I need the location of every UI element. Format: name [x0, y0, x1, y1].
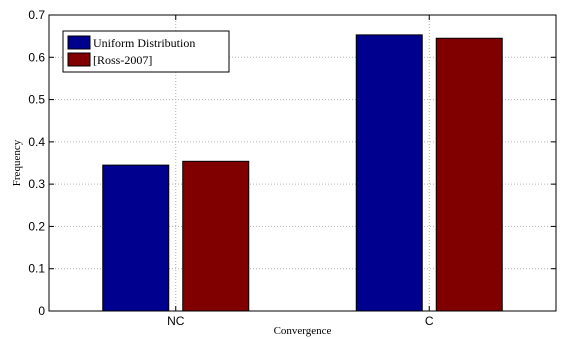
x-tick-label: NC [167, 314, 185, 328]
y-axis-label: Frequency [11, 139, 23, 186]
y-tick-label: 0 [38, 304, 45, 318]
legend-label: Uniform Distribution [93, 36, 195, 50]
bar-uniform-c [355, 34, 423, 312]
y-tick-label: 0.1 [28, 262, 45, 276]
plot-frame [48, 14, 557, 312]
legend-swatch [67, 35, 91, 50]
legend-label: [Ross-2007] [93, 53, 152, 67]
y-tick-label: 0.3 [28, 177, 45, 191]
y-tick-label: 0.4 [28, 135, 45, 149]
bar-ross-c [435, 37, 503, 312]
x-axis: NC C [167, 15, 434, 328]
y-tick-label: 0.7 [28, 8, 45, 22]
y-tick-label: 0.6 [28, 50, 45, 64]
legend-box [62, 30, 230, 73]
y-axis: 0 0.1 0.2 0.3 0.4 0.5 0.6 0.7 [28, 8, 556, 318]
bar-ross-nc [182, 160, 250, 312]
bar-uniform-nc [102, 164, 170, 312]
y-tick-label: 0.5 [28, 93, 45, 107]
x-axis-label: Convergence [274, 325, 332, 337]
x-tick-label: C [425, 314, 434, 328]
legend-swatch [67, 52, 91, 67]
legend: Uniform Distribution [Ross-2007] [62, 30, 230, 73]
bars [102, 34, 503, 312]
y-tick-label: 0.2 [28, 219, 45, 233]
